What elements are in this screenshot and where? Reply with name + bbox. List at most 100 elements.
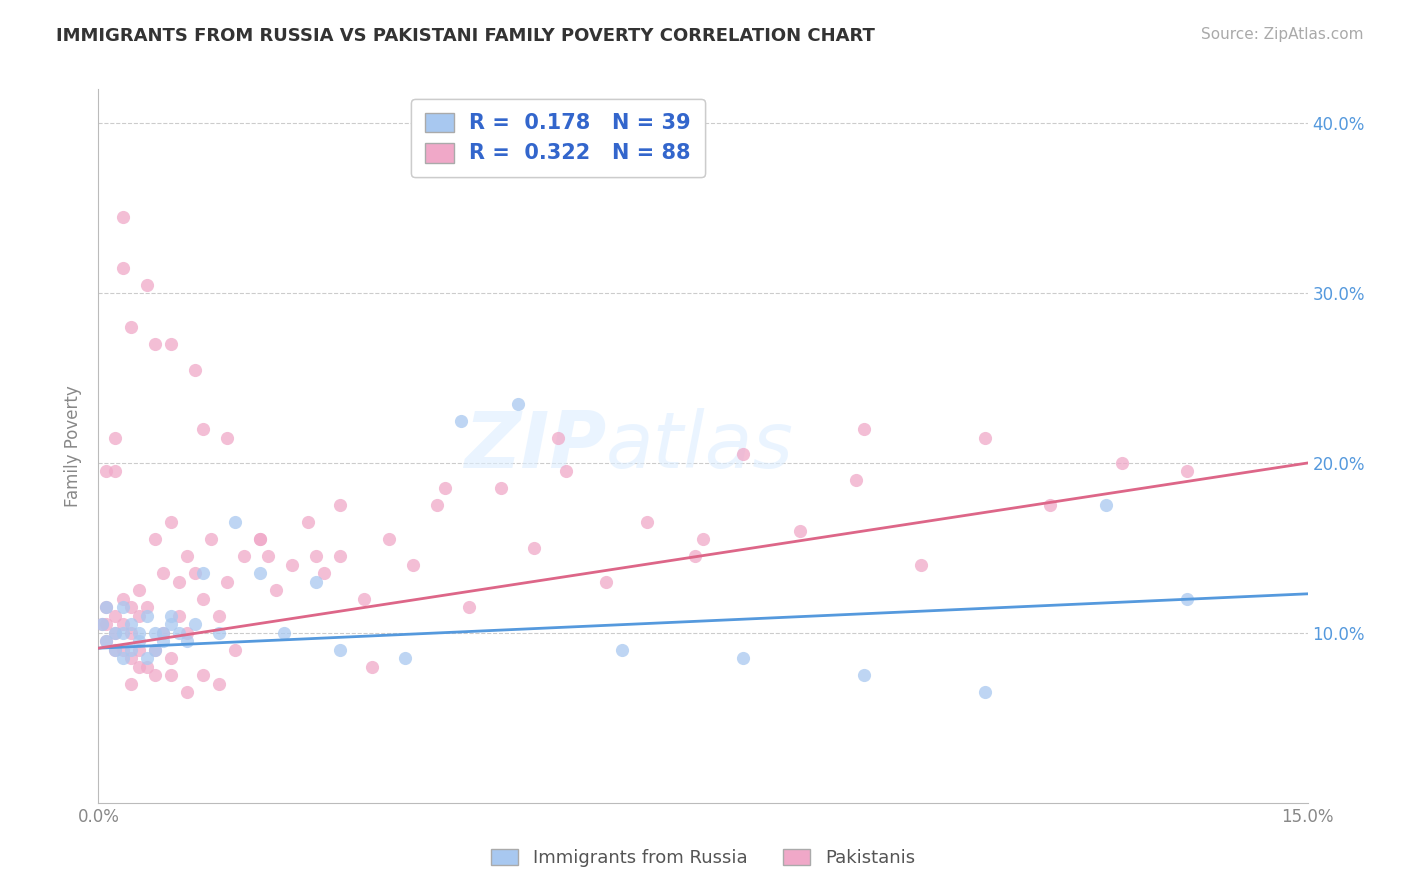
Point bbox=[1175, 465, 1198, 479]
Point bbox=[281, 558, 304, 572]
Point bbox=[160, 651, 183, 665]
Point bbox=[264, 583, 287, 598]
Point bbox=[361, 660, 384, 674]
Point bbox=[111, 651, 134, 665]
Point bbox=[167, 608, 190, 623]
Point bbox=[305, 574, 328, 589]
Point bbox=[111, 260, 134, 275]
Point bbox=[184, 566, 207, 581]
Point bbox=[143, 643, 166, 657]
Point bbox=[128, 583, 150, 598]
Point bbox=[135, 651, 157, 665]
Point bbox=[103, 643, 125, 657]
Point bbox=[273, 626, 295, 640]
Point bbox=[193, 422, 215, 436]
Point bbox=[91, 617, 114, 632]
Point bbox=[128, 660, 150, 674]
Point bbox=[91, 617, 114, 632]
Point bbox=[176, 634, 198, 648]
Point bbox=[683, 549, 706, 564]
Point bbox=[120, 600, 142, 615]
Point bbox=[249, 533, 271, 547]
Point bbox=[224, 516, 246, 530]
Point bbox=[974, 430, 997, 444]
Point bbox=[143, 668, 166, 682]
Point bbox=[789, 524, 811, 538]
Point bbox=[96, 600, 118, 615]
Point bbox=[176, 626, 198, 640]
Point bbox=[167, 626, 190, 640]
Point bbox=[152, 626, 174, 640]
Point bbox=[506, 396, 529, 410]
Point bbox=[103, 430, 125, 444]
Y-axis label: Family Poverty: Family Poverty bbox=[65, 385, 83, 507]
Point bbox=[402, 558, 425, 572]
Point bbox=[394, 651, 416, 665]
Point bbox=[120, 677, 142, 691]
Point bbox=[208, 608, 231, 623]
Point bbox=[143, 533, 166, 547]
Point bbox=[450, 413, 472, 427]
Point bbox=[103, 643, 125, 657]
Point bbox=[111, 643, 134, 657]
Point bbox=[176, 549, 198, 564]
Point bbox=[120, 643, 142, 657]
Point bbox=[160, 516, 183, 530]
Point bbox=[523, 541, 546, 555]
Point bbox=[249, 566, 271, 581]
Point bbox=[353, 591, 375, 606]
Point bbox=[143, 626, 166, 640]
Point bbox=[120, 617, 142, 632]
Text: Source: ZipAtlas.com: Source: ZipAtlas.com bbox=[1201, 27, 1364, 42]
Point bbox=[458, 600, 481, 615]
Point bbox=[314, 566, 336, 581]
Point bbox=[96, 600, 118, 615]
Point bbox=[135, 608, 157, 623]
Point bbox=[249, 533, 271, 547]
Point bbox=[128, 626, 150, 640]
Text: IMMIGRANTS FROM RUSSIA VS PAKISTANI FAMILY POVERTY CORRELATION CHART: IMMIGRANTS FROM RUSSIA VS PAKISTANI FAMI… bbox=[56, 27, 875, 45]
Point bbox=[193, 668, 215, 682]
Point bbox=[160, 668, 183, 682]
Point bbox=[217, 574, 239, 589]
Point bbox=[434, 482, 457, 496]
Point bbox=[111, 591, 134, 606]
Point bbox=[232, 549, 254, 564]
Legend: Immigrants from Russia, Pakistanis: Immigrants from Russia, Pakistanis bbox=[484, 841, 922, 874]
Point bbox=[853, 422, 876, 436]
Legend: R =  0.178   N = 39, R =  0.322   N = 88: R = 0.178 N = 39, R = 0.322 N = 88 bbox=[411, 99, 704, 177]
Point bbox=[256, 549, 278, 564]
Point bbox=[329, 549, 352, 564]
Point bbox=[160, 337, 183, 351]
Point bbox=[96, 617, 118, 632]
Point bbox=[426, 499, 449, 513]
Point bbox=[128, 608, 150, 623]
Point bbox=[329, 643, 352, 657]
Point bbox=[636, 516, 658, 530]
Point bbox=[103, 608, 125, 623]
Point bbox=[120, 626, 142, 640]
Point bbox=[96, 634, 118, 648]
Point bbox=[167, 574, 190, 589]
Text: atlas: atlas bbox=[606, 408, 794, 484]
Point bbox=[120, 651, 142, 665]
Point bbox=[152, 626, 174, 640]
Point bbox=[1095, 499, 1118, 513]
Point bbox=[103, 626, 125, 640]
Point bbox=[176, 685, 198, 699]
Point bbox=[135, 600, 157, 615]
Point bbox=[377, 533, 399, 547]
Point bbox=[152, 566, 174, 581]
Point bbox=[96, 634, 118, 648]
Point bbox=[193, 566, 215, 581]
Point bbox=[200, 533, 222, 547]
Point bbox=[111, 600, 134, 615]
Point bbox=[547, 430, 569, 444]
Point bbox=[111, 626, 134, 640]
Point bbox=[184, 617, 207, 632]
Point bbox=[910, 558, 932, 572]
Point bbox=[329, 499, 352, 513]
Point bbox=[733, 448, 755, 462]
Point bbox=[143, 643, 166, 657]
Point bbox=[297, 516, 319, 530]
